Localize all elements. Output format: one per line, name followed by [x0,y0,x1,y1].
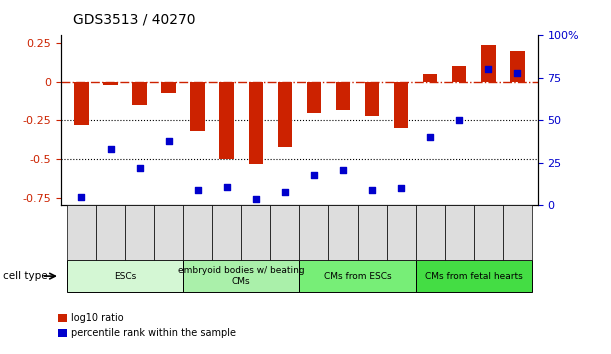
Point [425,135,435,140]
Bar [510,51,525,82]
Point [280,189,290,195]
Bar [154,205,183,260]
Point [164,138,174,144]
Bar [423,74,437,82]
Point [193,187,203,193]
Bar [183,260,299,292]
Bar [329,205,357,260]
Bar [67,260,183,292]
Bar [387,205,415,260]
Text: embryoid bodies w/ beating
CMs: embryoid bodies w/ beating CMs [178,267,304,286]
Point [396,185,406,191]
Bar [241,205,270,260]
Bar [74,82,89,125]
Point [309,172,319,178]
Point [222,184,232,189]
Bar [415,205,445,260]
Bar [307,82,321,113]
Text: ESCs: ESCs [114,272,136,281]
Text: CMs from ESCs: CMs from ESCs [324,272,391,281]
Point [513,70,522,76]
Text: cell type: cell type [3,271,48,281]
Bar [415,260,532,292]
Bar [503,205,532,260]
Bar [96,205,125,260]
Bar [357,205,387,260]
Bar [365,82,379,116]
Bar [67,205,96,260]
Text: CMs from fetal hearts: CMs from fetal hearts [425,272,522,281]
Bar [183,205,212,260]
Point [483,67,493,72]
Bar [299,260,415,292]
Point [251,196,261,201]
Bar [103,82,118,85]
Bar [125,205,154,260]
Text: GDS3513 / 40270: GDS3513 / 40270 [73,12,196,27]
Bar [212,205,241,260]
Bar [481,45,496,82]
Bar [474,205,503,260]
Point [338,167,348,172]
Bar [299,205,329,260]
Bar [191,82,205,131]
Bar [219,82,234,159]
Bar [270,205,299,260]
Point [76,194,86,200]
Point [455,118,464,123]
Bar [335,82,350,109]
Bar [394,82,408,128]
Bar [452,66,466,82]
Bar [277,82,292,147]
Bar [133,82,147,105]
Point [367,187,377,193]
Point [134,165,144,171]
Bar [249,82,263,164]
Point [106,147,115,152]
Bar [445,205,474,260]
Legend: log10 ratio, percentile rank within the sample: log10 ratio, percentile rank within the … [54,309,240,342]
Bar [161,82,176,92]
